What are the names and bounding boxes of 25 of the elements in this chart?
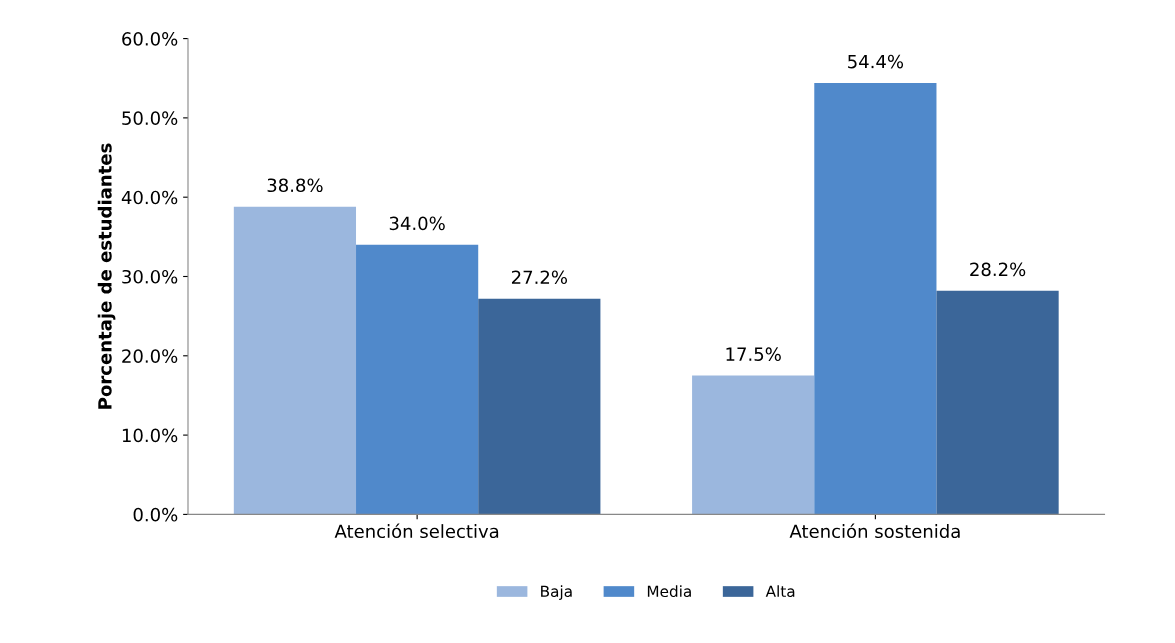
x-tick-label: Atención selectiva <box>334 523 499 539</box>
data-label: 34.0% <box>389 216 445 231</box>
y-tick-label: 40.0% <box>121 190 178 205</box>
y-tick-label: 20.0% <box>122 349 178 363</box>
legend-label: Media <box>647 585 691 598</box>
bar <box>233 206 357 515</box>
legend-label: Alta <box>765 585 795 598</box>
data-label: 27.2% <box>511 270 568 285</box>
y-tick-label: 60.0% <box>122 32 178 46</box>
bar <box>692 375 815 515</box>
y-axis-title: Porcentaje de estudiantes <box>97 143 116 409</box>
y-tick-label: 10.0% <box>122 428 178 443</box>
bar <box>356 244 479 515</box>
y-tick-label: 0.0% <box>133 507 178 522</box>
legend-label: Baja <box>541 585 572 601</box>
data-label: 54.4% <box>848 54 904 69</box>
data-label: 17.5% <box>726 347 781 362</box>
bar <box>936 290 1059 515</box>
y-tick-label: 30.0% <box>122 269 178 284</box>
x-tick-label: Atención sostenida <box>789 523 960 539</box>
data-label: 38.8% <box>267 178 323 193</box>
bar <box>478 298 601 515</box>
y-tick-label: 50.0% <box>122 111 178 125</box>
bar <box>814 82 937 515</box>
data-label: 28.2% <box>970 262 1026 277</box>
